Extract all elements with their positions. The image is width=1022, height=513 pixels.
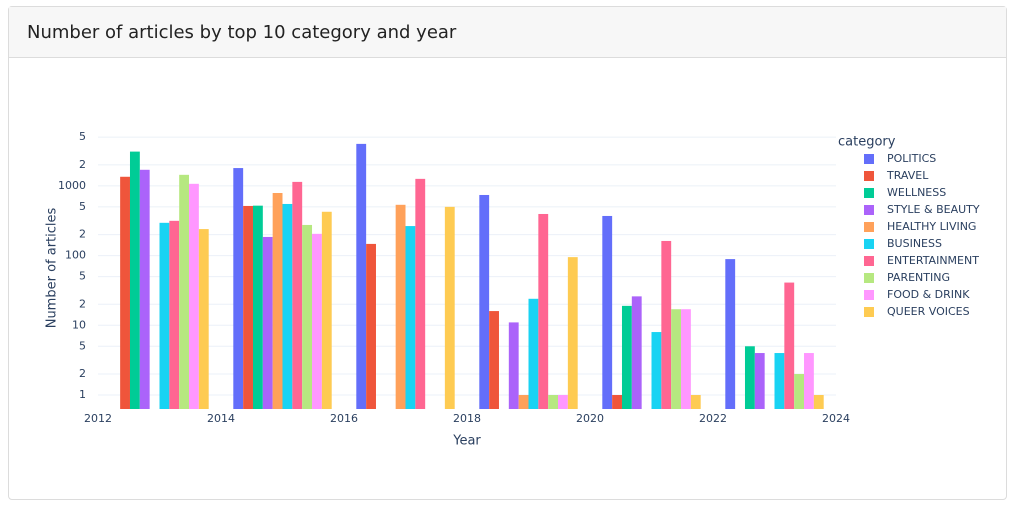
- legend-swatch: [864, 273, 874, 283]
- legend-swatch: [864, 222, 874, 232]
- legend-swatch: [864, 307, 874, 317]
- x-tick-label: 2014: [207, 412, 235, 425]
- bar: [661, 240, 672, 409]
- legend-label: ENTERTAINMENT: [887, 254, 979, 267]
- y-tick-label: 2: [79, 228, 86, 241]
- y-axis-title: Number of articles: [45, 207, 60, 328]
- bar: [395, 204, 406, 409]
- bar: [189, 183, 199, 409]
- bar: [567, 257, 578, 409]
- bar: [169, 220, 180, 409]
- legend-swatch: [864, 188, 874, 198]
- bar: [813, 395, 824, 409]
- bar: [558, 395, 568, 409]
- bar: [356, 143, 367, 409]
- bar: [754, 353, 765, 409]
- bar: [538, 213, 549, 409]
- bar: [690, 395, 701, 409]
- bar: [415, 178, 426, 409]
- bar: [508, 322, 519, 409]
- bar: [784, 282, 795, 409]
- bar: [282, 203, 293, 409]
- y-tick-label: 5: [79, 130, 86, 143]
- bar: [621, 305, 632, 409]
- legend-label: QUEER VOICES: [887, 305, 970, 318]
- legend-label: STYLE & BEAUTY: [887, 203, 980, 216]
- legend-label: WELLNESS: [887, 186, 946, 199]
- y-tick-label: 5: [79, 270, 86, 283]
- bar: [548, 395, 559, 409]
- bar: [243, 205, 253, 409]
- legend-swatch: [864, 239, 874, 249]
- bar: [804, 353, 814, 409]
- legend-title: category: [838, 135, 896, 150]
- bar: [159, 222, 170, 409]
- legend-swatch: [864, 205, 874, 215]
- bar: [518, 395, 529, 409]
- bar: [681, 309, 691, 409]
- legend-swatch: [864, 290, 874, 300]
- legend-label: HEALTHY LIVING: [887, 220, 976, 233]
- bar: [120, 176, 130, 409]
- legend-swatch: [864, 171, 874, 181]
- bar: [139, 169, 150, 409]
- bar: [252, 205, 263, 409]
- bar: [774, 353, 785, 409]
- x-tick-label: 2020: [576, 412, 604, 425]
- bar: [444, 206, 455, 409]
- bar: [612, 395, 622, 409]
- bar: [794, 374, 805, 409]
- legend-label: TRAVEL: [886, 169, 929, 182]
- x-tick-label: 2018: [453, 412, 481, 425]
- card: Number of articles by top 10 category an…: [8, 6, 1007, 500]
- y-tick-label: 5: [79, 339, 86, 352]
- bar: [725, 259, 736, 409]
- x-tick-label: 2024: [822, 412, 850, 425]
- legend-label: FOOD & DRINK: [887, 288, 970, 301]
- legend-label: BUSINESS: [887, 237, 942, 250]
- y-tick-label: 2: [79, 297, 86, 310]
- bar: [671, 309, 682, 409]
- y-tick-label: 10: [72, 318, 86, 331]
- bar: [129, 151, 140, 409]
- bar: [744, 346, 755, 409]
- y-tick-label: 2: [79, 367, 86, 380]
- bar: [528, 298, 539, 409]
- card-title: Number of articles by top 10 category an…: [9, 7, 1006, 58]
- x-tick-label: 2012: [84, 412, 112, 425]
- bar: [602, 215, 613, 409]
- x-tick-label: 2016: [330, 412, 358, 425]
- bar: [312, 233, 322, 409]
- legend-label: POLITICS: [887, 152, 936, 165]
- bar: [292, 181, 303, 409]
- y-tick-label: 2: [79, 158, 86, 171]
- bar: [479, 194, 490, 409]
- bar: [489, 311, 499, 409]
- x-axis-title: Year: [452, 434, 481, 449]
- bar: [651, 332, 662, 409]
- bar: [272, 192, 283, 409]
- legend-swatch: [864, 154, 874, 164]
- bar: [321, 211, 332, 409]
- legend-swatch: [864, 256, 874, 266]
- bar: [405, 226, 416, 409]
- bar: [631, 296, 642, 409]
- bar: [179, 174, 190, 409]
- bar: [366, 243, 376, 409]
- y-tick-label: 1000: [58, 179, 86, 192]
- legend-label: PARENTING: [887, 271, 950, 284]
- bar: [233, 168, 244, 409]
- y-tick-label: 100: [65, 249, 86, 262]
- y-tick-label: 1: [79, 388, 86, 401]
- bar: [302, 224, 313, 409]
- y-tick-label: 5: [79, 200, 86, 213]
- bar: [198, 229, 209, 409]
- x-tick-label: 2022: [699, 412, 727, 425]
- bar: [262, 236, 273, 409]
